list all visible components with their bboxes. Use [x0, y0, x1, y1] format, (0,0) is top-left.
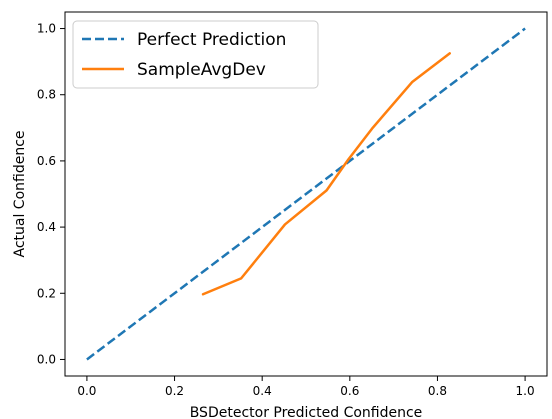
- y-tick-label: 0.4: [37, 220, 56, 234]
- legend-label: SampleAvgDev: [137, 60, 266, 80]
- legend-box: [72, 20, 319, 89]
- y-tick-label: 0.2: [37, 286, 56, 300]
- y-tick-label: 0.0: [37, 352, 56, 366]
- series-line-perfect-prediction: [86, 27, 526, 361]
- y-tick-label: 1.0: [37, 22, 56, 36]
- y-axis-label: Actual Confidence: [12, 130, 28, 257]
- series-line-sampleavgdev: [201, 52, 451, 296]
- x-tick-label: 0.6: [340, 384, 359, 398]
- legend: Perfect Prediction SampleAvgDev: [72, 20, 319, 89]
- plot-frame: [64, 11, 548, 377]
- x-tick-label: 1.0: [516, 384, 535, 398]
- x-tick-label: 0.8: [428, 384, 447, 398]
- x-tick-label: 0.2: [165, 384, 184, 398]
- y-tick-label: 0.6: [37, 154, 56, 168]
- x-tick-label: 0.4: [253, 384, 272, 398]
- legend-label: Perfect Prediction: [137, 30, 286, 50]
- x-axis-label: BSDetector Predicted Confidence: [190, 405, 423, 419]
- x-tick-label: 0.0: [77, 384, 96, 398]
- y-tick-label: 0.8: [37, 88, 56, 102]
